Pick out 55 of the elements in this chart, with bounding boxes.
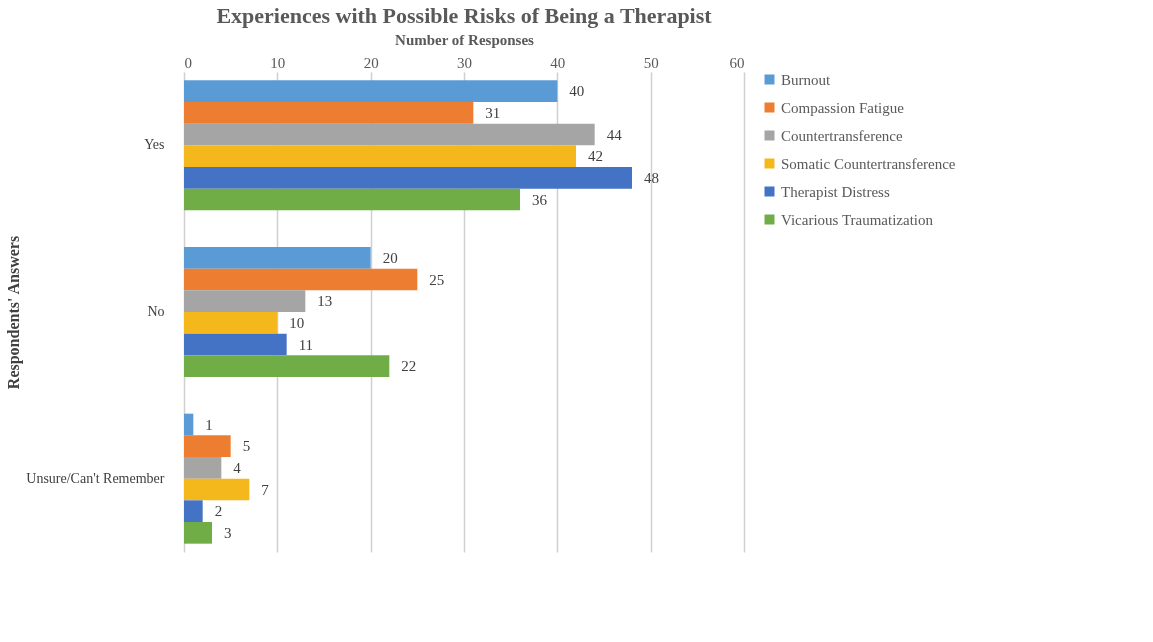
legend-label: Burnout xyxy=(781,71,831,88)
bar xyxy=(184,102,474,124)
data-label: 7 xyxy=(261,481,270,498)
x-tick-label: 30 xyxy=(457,54,472,71)
y-tick-label: Unsure/Can't Remember xyxy=(26,470,165,486)
x-tick-label: 60 xyxy=(729,54,745,71)
bar xyxy=(184,145,576,167)
y-tick-label: Yes xyxy=(144,137,165,153)
legend-label: Compassion Fatigue xyxy=(781,99,905,116)
data-label: 36 xyxy=(532,191,548,208)
bar xyxy=(184,500,203,522)
data-label: 31 xyxy=(485,104,501,121)
x-tick-label: 0 xyxy=(184,54,192,71)
data-label: 4 xyxy=(233,459,242,476)
data-label: 2 xyxy=(214,503,223,520)
data-label: 44 xyxy=(606,126,623,143)
data-label: 40 xyxy=(569,83,585,100)
data-label: 10 xyxy=(289,314,305,331)
x-axis-title: Number of Responses xyxy=(395,31,535,48)
bar xyxy=(184,290,306,312)
bar xyxy=(184,478,250,501)
data-label: 3 xyxy=(224,524,232,541)
data-label: 13 xyxy=(317,293,333,310)
bar xyxy=(184,355,390,377)
data-label: 20 xyxy=(382,249,398,266)
y-axis-title: Respondents' Answers xyxy=(5,235,24,390)
bar xyxy=(184,167,632,189)
x-tick-label: 40 xyxy=(550,54,566,71)
x-tick-label: 50 xyxy=(643,54,659,71)
bar xyxy=(184,435,231,457)
data-label: 25 xyxy=(429,271,445,288)
data-label: 48 xyxy=(644,169,659,186)
data-label: 5 xyxy=(242,438,251,455)
legend-label: Countertransference xyxy=(781,127,903,144)
legend-label: Therapist Distress xyxy=(781,183,890,200)
bar xyxy=(184,413,194,436)
data-label: 22 xyxy=(401,358,417,375)
bar xyxy=(184,188,520,211)
data-label: 11 xyxy=(298,336,314,353)
bar xyxy=(184,268,418,291)
bar xyxy=(184,457,222,479)
chart-title: Experiences with Possible Risks of Being a Therapist xyxy=(216,3,713,28)
legend-label: Somatic Countertransference xyxy=(781,155,956,172)
legend-label: Vicarious Traumatization xyxy=(781,211,934,228)
x-tick-label: 10 xyxy=(270,54,286,71)
bar xyxy=(184,247,371,269)
bar xyxy=(184,80,558,102)
data-label: 1 xyxy=(205,416,213,433)
data-label: 42 xyxy=(588,148,603,165)
bar xyxy=(184,312,278,334)
y-tick-label: No xyxy=(147,304,165,319)
bar xyxy=(184,522,212,544)
bar xyxy=(184,333,287,356)
x-tick-label: 20 xyxy=(363,54,379,71)
bar xyxy=(184,123,595,146)
